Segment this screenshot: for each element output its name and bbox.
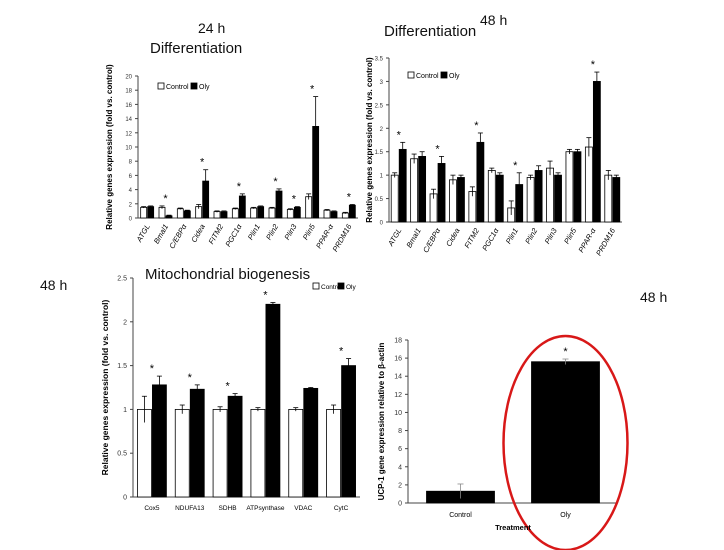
- x-category-label: CytC: [334, 505, 349, 512]
- significance-asterisk: *: [397, 129, 402, 141]
- y-tick-label: 16: [394, 356, 402, 363]
- time-label-48h-left: 48 h: [40, 277, 68, 293]
- y-tick-label: 0: [123, 495, 127, 502]
- y-tick-label: 18: [125, 89, 132, 95]
- y-tick-label: 0: [398, 501, 402, 508]
- y-tick-label: 10: [125, 146, 132, 152]
- time-label-48h-right: 48 h: [640, 289, 668, 305]
- highlight-ellipse: [502, 334, 629, 550]
- y-tick-label: 18: [394, 338, 402, 345]
- significance-asterisk: *: [225, 381, 230, 393]
- y-tick-label: 2.5: [375, 103, 384, 109]
- y-tick-label: 2: [123, 319, 127, 326]
- legend-label-oly: Oly: [449, 73, 460, 80]
- significance-asterisk: *: [163, 193, 168, 205]
- x-category-label: Control: [449, 512, 472, 519]
- y-tick-label: 0.5: [117, 451, 127, 458]
- y-tick-label: 8: [398, 428, 402, 435]
- y-tick-label: 3: [380, 80, 384, 86]
- y-axis-label: UCP-1 gene expression relative to β-acti…: [377, 342, 386, 500]
- legend-swatch-control: [157, 82, 165, 90]
- y-axis-label: Relative genes expression (fold vs. cont…: [100, 299, 110, 475]
- y-tick-label: 2: [398, 482, 402, 489]
- x-category-label: SDHB: [219, 505, 237, 512]
- significance-asterisk: *: [150, 363, 155, 375]
- significance-asterisk: *: [273, 176, 278, 188]
- y-tick-label: 6: [398, 446, 402, 453]
- legend-swatch-oly: [190, 82, 198, 90]
- y-tick-label: 4: [129, 188, 133, 194]
- legend-swatch-control: [312, 282, 320, 290]
- legend-swatch-oly: [440, 71, 448, 79]
- legend-label-oly: Oly: [346, 284, 357, 291]
- legend-label-control: Control: [321, 284, 343, 291]
- significance-asterisk: *: [263, 290, 268, 302]
- x-category-label: VDAC: [294, 505, 312, 512]
- y-tick-label: 12: [125, 131, 132, 137]
- significance-asterisk: *: [339, 346, 344, 358]
- significance-asterisk: *: [474, 120, 479, 132]
- y-tick-label: 1.5: [117, 363, 127, 370]
- significance-asterisk: *: [237, 181, 242, 193]
- chart-title-mitochondrial: Mitochondrial biogenesis: [145, 266, 311, 283]
- y-tick-label: 16: [125, 103, 132, 109]
- significance-asterisk: *: [435, 143, 440, 155]
- y-tick-label: 4: [398, 464, 402, 471]
- x-category-label: ATPsynthase: [246, 505, 285, 512]
- legend-label-control: Control: [166, 84, 189, 91]
- legend-swatch-oly: [337, 282, 345, 290]
- chart-title-differentiation-24h: Differentiation: [150, 40, 243, 57]
- significance-asterisk: *: [200, 157, 205, 169]
- significance-asterisk: *: [591, 59, 596, 71]
- y-tick-label: 2: [380, 127, 384, 133]
- chart-title-differentiation-48h: Differentiation: [384, 23, 477, 40]
- legend-label-control: Control: [416, 73, 439, 80]
- significance-asterisk: *: [188, 372, 193, 384]
- x-axis-label: Treatment: [495, 523, 531, 532]
- significance-asterisk: *: [347, 192, 352, 204]
- y-tick-label: 0: [380, 221, 384, 227]
- y-tick-label: 1: [380, 174, 384, 180]
- y-tick-label: 2: [129, 202, 133, 208]
- x-category-label: Oly: [560, 512, 571, 519]
- y-tick-label: 0.5: [375, 197, 384, 203]
- time-label-24h: 24 h: [198, 20, 226, 36]
- x-category-label: NDUFA13: [175, 505, 205, 512]
- y-tick-label: 1: [123, 407, 127, 414]
- y-tick-label: 3.5: [375, 57, 384, 63]
- y-axis-label: Relative genes expression (fold vs. cont…: [365, 57, 374, 223]
- y-tick-label: 14: [394, 374, 402, 381]
- time-label-48h-top: 48 h: [480, 12, 508, 28]
- y-tick-label: 12: [394, 392, 402, 399]
- y-tick-label: 20: [125, 75, 132, 81]
- legend-label-oly: Oly: [199, 84, 210, 91]
- legend-swatch-control: [407, 71, 415, 79]
- y-tick-label: 6: [129, 174, 133, 180]
- y-tick-label: 2.5: [117, 276, 127, 283]
- significance-asterisk: *: [310, 84, 315, 96]
- significance-asterisk: *: [292, 194, 297, 206]
- y-tick-label: 0: [129, 217, 133, 223]
- y-tick-label: 10: [394, 410, 402, 417]
- y-tick-label: 1.5: [375, 150, 384, 156]
- significance-asterisk: *: [513, 160, 518, 172]
- x-category-label: Cox5: [144, 505, 160, 512]
- significance-asterisk: *: [563, 346, 568, 358]
- y-tick-label: 8: [129, 160, 133, 166]
- bar-oly: [531, 361, 600, 504]
- y-axis-label: Relative genes expression (fold vs. cont…: [105, 64, 114, 230]
- y-tick-label: 14: [125, 117, 132, 123]
